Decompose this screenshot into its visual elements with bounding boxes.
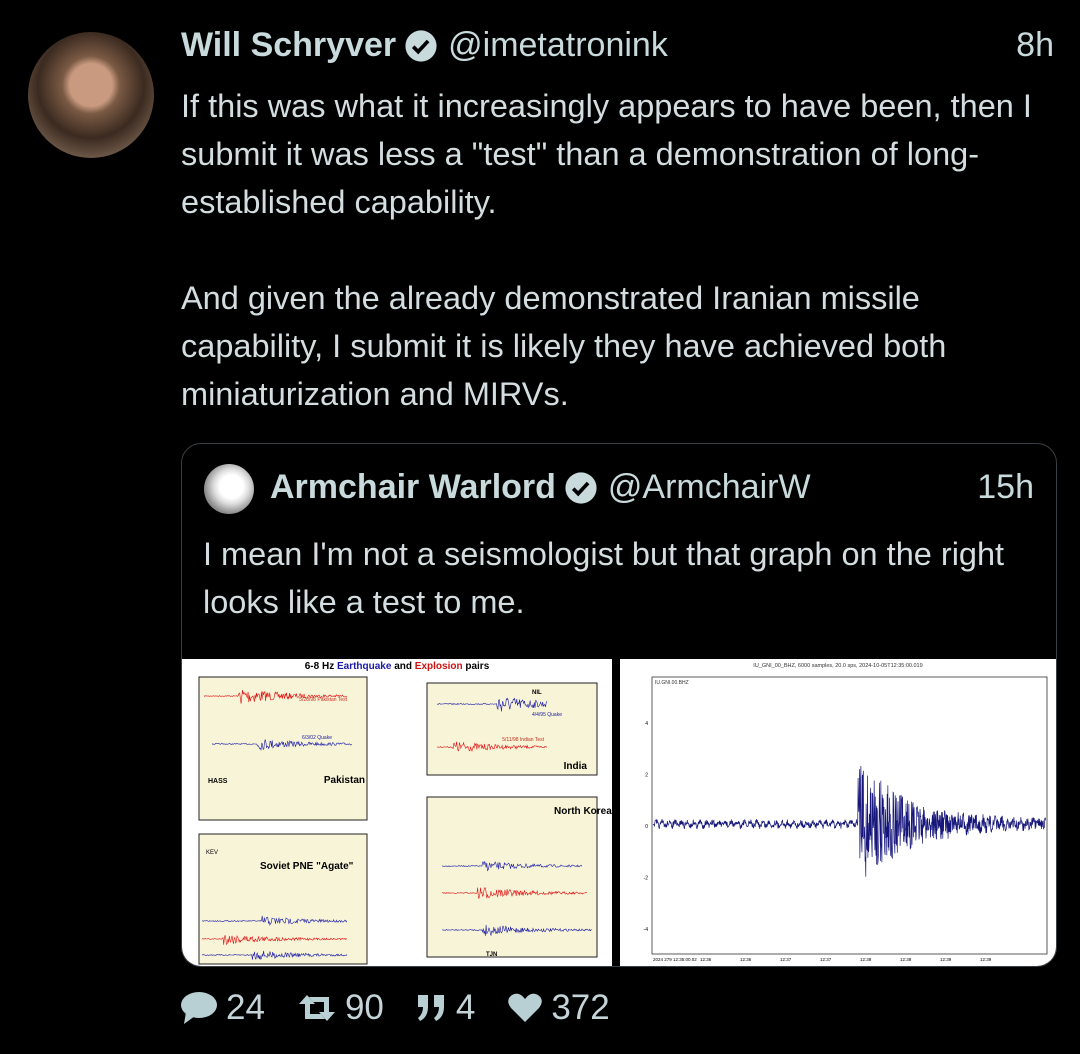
retweet-icon (298, 995, 335, 1021)
wave-label: 5/11/98 Indian Test (502, 737, 544, 743)
panel-pakistan (198, 676, 368, 821)
reply-icon (181, 992, 217, 1024)
tweet-body: If this was what it increasingly appears… (181, 82, 1061, 466)
reply-count: 24 (226, 988, 265, 1027)
y-tick-label: 0 (645, 824, 648, 830)
panel-label: Pakistan (324, 775, 365, 786)
panel-label: North Korea (554, 806, 612, 817)
quoted-tweet[interactable]: Armchair Warlord @ArmchairW 15h I mean I… (181, 443, 1057, 967)
waveform (436, 697, 548, 712)
quote-icon (417, 995, 444, 1021)
seismogram-image[interactable]: IU_GNI_00_BHZ, 6000 samples, 20.0 sps, 2… (620, 659, 1056, 966)
heart-icon (508, 993, 543, 1022)
station-label: NIL (532, 690, 542, 696)
verified-icon (405, 29, 437, 62)
panel-label: Soviet PNE "Agate" (260, 861, 354, 872)
image-title-and: and (391, 661, 414, 672)
station-label: KEV (206, 850, 218, 856)
station-label: IU.GNI.00.BHZ (655, 680, 689, 686)
svg-text:6-8 Hz Earthquake and Explosio: 6-8 Hz Earthquake and Explosion pairs (305, 661, 490, 672)
reply-button[interactable]: 24 (180, 988, 265, 1028)
wave-label: 4/4/95 Quake (532, 712, 562, 718)
panel-label: India (564, 761, 588, 772)
x-tick-label: 12:36 (700, 957, 712, 962)
image-title-suffix: pairs (463, 661, 490, 672)
seismogram-trace (652, 765, 1047, 877)
like-count: 372 (551, 988, 610, 1027)
x-tick-label: 12:37 (780, 957, 792, 962)
panel-india (426, 682, 598, 776)
quote-button[interactable]: 4 (416, 988, 475, 1028)
author-name[interactable]: Will Schryver (181, 26, 397, 64)
image-title-quake: Earthquake (337, 661, 392, 672)
quote-author-name: Armchair Warlord (270, 468, 556, 506)
retweet-button[interactable]: 90 (297, 988, 384, 1028)
waveform (201, 935, 348, 946)
action-bar: 24 90 4 372 (180, 988, 642, 1028)
image-title: 6-8 Hz (305, 661, 337, 672)
y-tick-label: 4 (645, 721, 648, 727)
x-tick-label: 12:37 (820, 957, 832, 962)
x-tick-label: 12:39 (940, 957, 952, 962)
quote-header: Armchair Warlord @ArmchairW (270, 468, 811, 507)
x-tick-label: 12:38 (900, 957, 912, 962)
seismogram-title: IU_GNI_00_BHZ, 6000 samples, 20.0 sps, 2… (753, 663, 922, 669)
waveform (436, 741, 548, 752)
waveform (441, 924, 592, 937)
image-title-explosion: Explosion (415, 661, 463, 672)
tweet-header: Will Schryver @imetatronink (181, 26, 668, 65)
quote-time: 15h (977, 468, 1034, 506)
wave-label: 5/28/98 Pakistan Test (299, 697, 347, 703)
x-tick-label: 12:38 (860, 957, 872, 962)
y-tick-label: 2 (645, 773, 648, 779)
x-tick-label: 2024 279 12:35:00.02 (653, 957, 697, 962)
author-avatar[interactable] (28, 32, 154, 158)
x-tick-label: 12:36 (740, 957, 752, 962)
quote-text: I mean I'm not a seismologist but that g… (203, 536, 1005, 620)
station-label: HASS (208, 778, 228, 785)
like-button[interactable]: 372 (507, 988, 610, 1028)
x-tick-label: 12:39 (980, 957, 992, 962)
tweet-paragraph: And given the already demonstrated Irani… (181, 280, 947, 412)
station-label: TJN (486, 952, 497, 958)
panel-north-korea (426, 796, 598, 958)
earthquake-explosion-image[interactable]: 6-8 Hz Earthquake and Explosion pairs Pa… (182, 659, 612, 966)
waveform (201, 950, 348, 961)
wave-label: 6/3/02 Quake (302, 735, 332, 741)
quote-author-handle: @ArmchairW (607, 468, 811, 506)
y-tick-label: -4 (644, 927, 649, 933)
y-tick-label: -2 (644, 876, 649, 882)
waveform (211, 739, 353, 751)
quote-count: 4 (455, 988, 476, 1027)
waveform (203, 690, 347, 704)
waveform (201, 915, 348, 926)
tweet-time: 8h (1016, 26, 1054, 64)
author-handle[interactable]: @imetatronink (448, 26, 668, 64)
waveform (441, 861, 583, 872)
quote-author-avatar (204, 464, 254, 514)
verified-icon (565, 471, 597, 504)
tweet-paragraph: If this was what it increasingly appears… (181, 88, 1032, 220)
plot-frame (651, 676, 1048, 955)
waveform (441, 887, 588, 899)
retweet-count: 90 (344, 988, 384, 1027)
panel-soviet (198, 833, 368, 965)
